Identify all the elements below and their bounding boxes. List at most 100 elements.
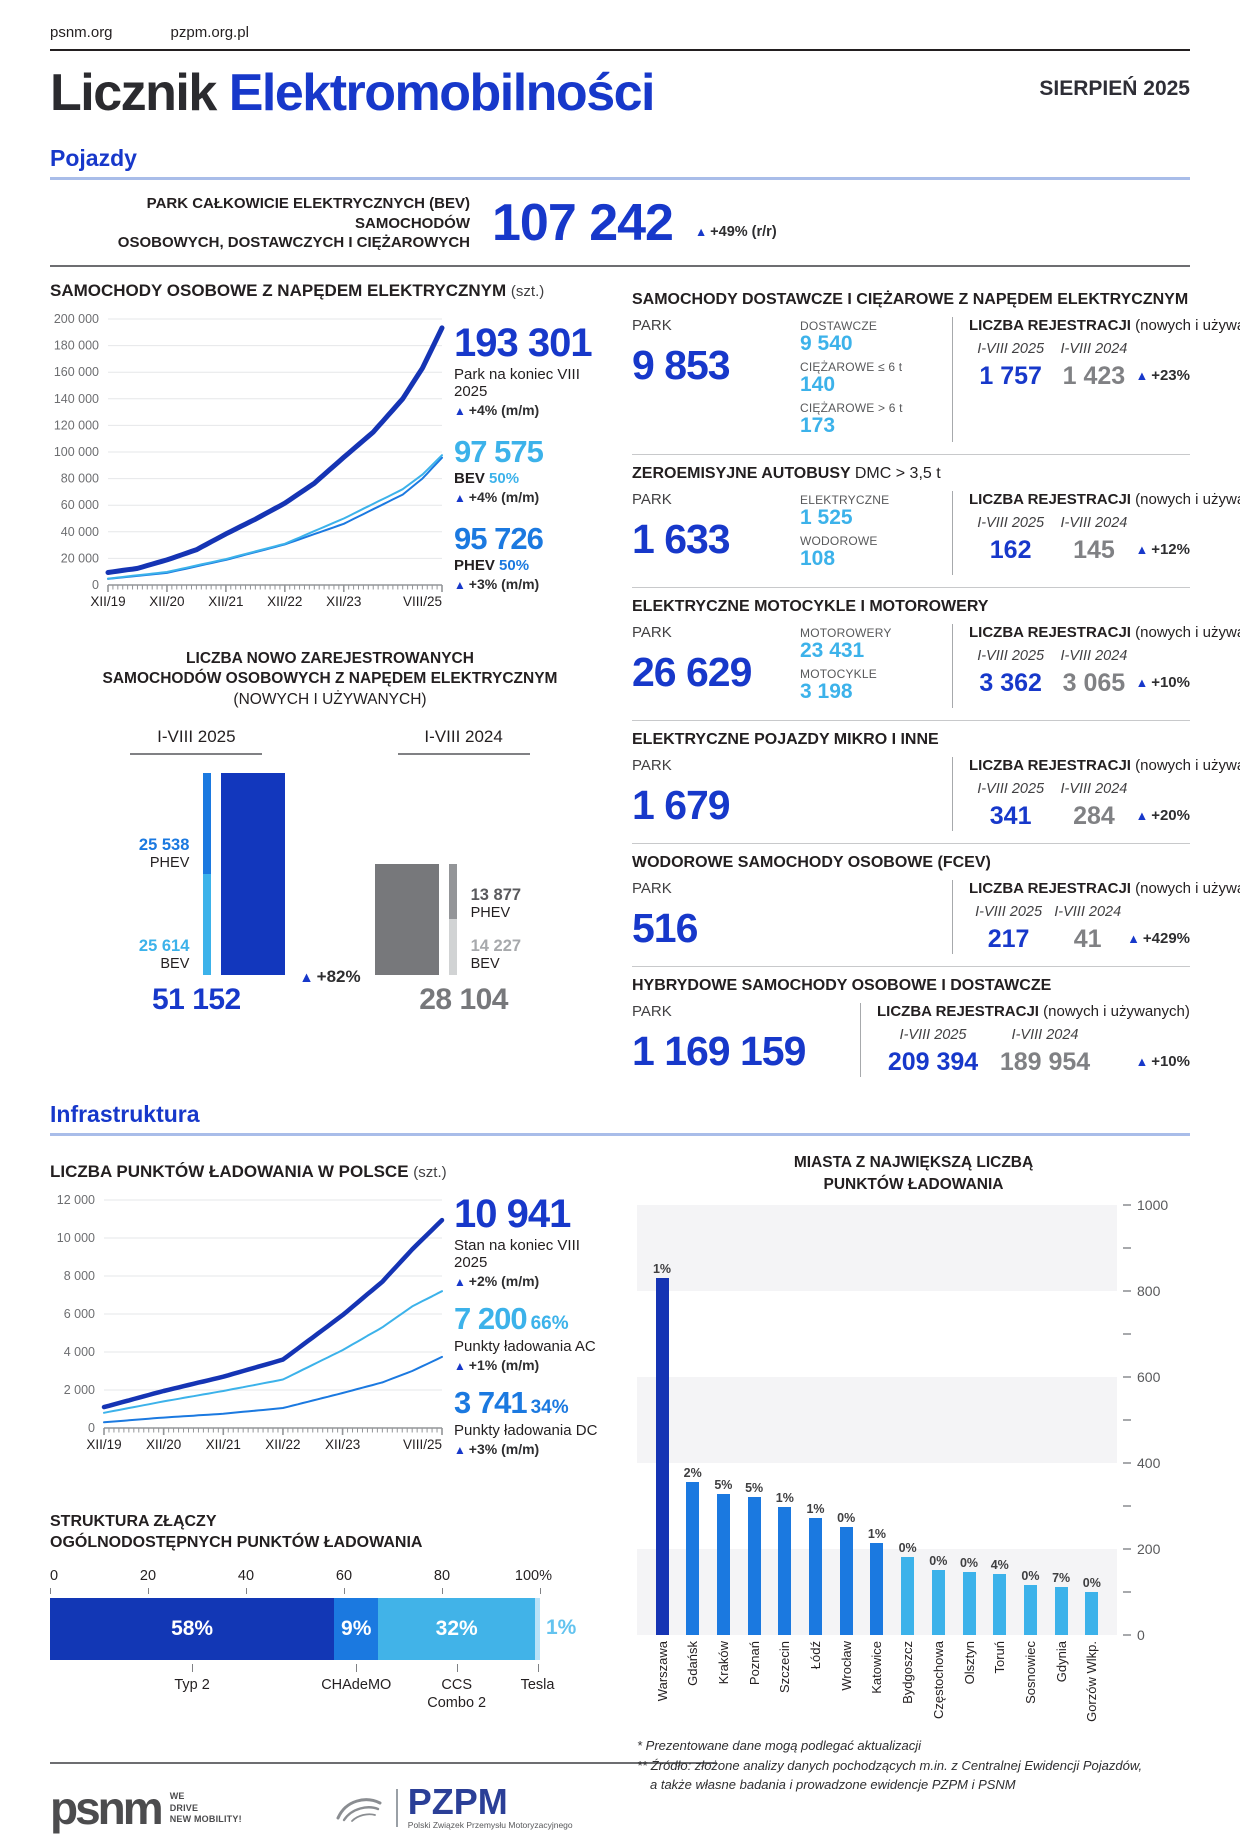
city-name-label: Bydgoszcz <box>900 1641 916 1705</box>
city-growth-label: 0% <box>959 1556 979 1571</box>
connectors-stacked-bar: 0 20 40 60 80 100% 58% 9% 32% 1% Typ 2 CHAdeMO CC… <box>50 1568 576 1722</box>
connectors-axis: 0 20 40 60 80 100% <box>50 1568 552 1598</box>
city-growth-label: 0% <box>1021 1569 1040 1584</box>
axis-tick <box>1123 1376 1131 1378</box>
city-name-label: Poznań <box>746 1641 762 1686</box>
axis-tick-label: 400 <box>1137 1455 1161 1472</box>
city-bar-group: 0% <box>835 1511 857 1636</box>
svg-text:0: 0 <box>92 578 99 592</box>
up-triangle-icon: ▲ <box>694 225 708 240</box>
section-underline <box>50 177 1190 180</box>
svg-text:80 000: 80 000 <box>61 471 99 485</box>
city-bar <box>962 1572 976 1636</box>
svg-text:XII/19: XII/19 <box>86 1437 121 1452</box>
axis-tick-label: 60 <box>335 1568 353 1585</box>
city-bar <box>1054 1587 1068 1636</box>
city-growth-label: 5% <box>745 1481 764 1496</box>
svg-text:VIII/25: VIII/25 <box>403 594 442 609</box>
pzpm-logo: PZPM Polski Związek Przemysłu Motoryzacy… <box>332 1783 573 1830</box>
page-title: Licznik Elektromobilności <box>50 64 655 122</box>
section-vehicles: Pojazdy <box>50 145 1190 180</box>
stat-block-hybrids: HYBRYDOWE SAMOCHODY OSOBOWE I DOSTAWCZE … <box>632 965 1190 1089</box>
axis-tick <box>1123 1505 1131 1507</box>
svg-text:160 000: 160 000 <box>54 365 99 379</box>
city-bar <box>716 1494 730 1636</box>
section-infrastructure-title: Infrastruktura <box>50 1100 200 1127</box>
label-tick <box>192 1664 194 1673</box>
page-title-dark: Licznik <box>50 64 217 122</box>
city-name-label: Katowice <box>869 1641 885 1694</box>
city-bar-group: 5% <box>712 1478 734 1636</box>
connector-label: Tesla <box>520 1677 555 1694</box>
tesla-percent-label: 1% <box>546 1616 577 1640</box>
svg-text:100 000: 100 000 <box>54 445 99 459</box>
city-growth-label: 0% <box>1082 1576 1101 1591</box>
city-bar-group: 0% <box>958 1556 980 1636</box>
stat-blocks-column: SAMOCHODY DOSTAWCZE I CIĘŻAROWE Z NAPĘDE… <box>632 281 1240 1089</box>
connector-label: CCS Combo 2 <box>427 1677 487 1712</box>
axis-tick-label: 1000 <box>1137 1197 1169 1214</box>
axis-tick <box>1123 1204 1131 1206</box>
city-name-label: Warszawa <box>654 1641 670 1702</box>
connectors-labels: Typ 2 CHAdeMO CCS Combo 2 Tesla <box>50 1664 554 1722</box>
ev-bev-stat: 97 575 BEV 50% ▲ +4% (m/m) <box>454 433 544 505</box>
divider <box>952 316 953 442</box>
registrations-2025-bar <box>221 773 286 976</box>
charging-chart-title: LICZBA PUNKTÓW ŁADOWANIA W POLSCE (szt.) <box>50 1161 447 1181</box>
city-bar <box>747 1497 761 1636</box>
delta: ▲ +23% <box>1135 366 1190 384</box>
delta: ▲ +12% <box>1135 540 1190 558</box>
divider <box>952 623 953 708</box>
city-name-label: Częstochowa <box>930 1641 946 1720</box>
city-name-label: Toruń <box>992 1641 1008 1674</box>
svg-text:200 000: 200 000 <box>54 312 99 326</box>
city-bar <box>870 1543 884 1636</box>
cities-plot: 1% 2% 5% 5% 1% 1% 0% 1% 0% 0% 0% 4% 0% 7% 0% <box>637 1205 1117 1636</box>
city-growth-label: 0% <box>898 1541 917 1556</box>
axis-tick-label: 0 <box>1137 1627 1145 1644</box>
city-bar-group: 1% <box>805 1502 827 1636</box>
city-name-label: Szczecin <box>777 1641 793 1694</box>
axis-tick <box>442 1588 443 1595</box>
axis-tick <box>1123 1247 1131 1249</box>
period-2025-header: I-VIII 2025 <box>130 727 263 756</box>
charging-ac-stat: 7 200 66% Punkty ładowania AC ▲ +1% (m/m) <box>454 1300 596 1373</box>
svg-text:20 000: 20 000 <box>61 551 99 565</box>
registrations-2024-bar <box>374 864 439 976</box>
park-value: 1 169 159 <box>632 1027 806 1074</box>
connector-label: CHAdeMO <box>321 1677 392 1694</box>
city-bar-group: 1% <box>651 1262 673 1636</box>
city-bar-group: 4% <box>989 1558 1011 1636</box>
registrations-bar-chart: I-VIII 2025 25 538 PHEV 25 614 BEV 51 152 … <box>50 727 610 1017</box>
psnm-logo: psnm WE DRIVE NEW MOBILITY! <box>50 1781 242 1834</box>
link-pzpm[interactable]: pzpm.org.pl <box>170 24 249 41</box>
link-psnm[interactable]: psnm.org <box>50 24 113 41</box>
axis-tick <box>540 1588 541 1595</box>
up-triangle-icon: ▲ <box>1135 807 1149 823</box>
city-bar <box>931 1570 945 1636</box>
city-growth-label: 1% <box>775 1491 794 1506</box>
svg-text:VIII/25: VIII/25 <box>403 1437 442 1452</box>
connector-segment-chademo: 9% <box>334 1598 379 1661</box>
registrations-2025-total: 51 152 <box>151 983 241 1017</box>
svg-text:XII/19: XII/19 <box>90 594 125 609</box>
park-value: 516 <box>632 904 698 951</box>
svg-text:10 000: 10 000 <box>57 1231 95 1245</box>
section-vehicles-title: Pojazdy <box>50 145 137 171</box>
ev-line-chart: 0 20 000 40 000 60 000 80 000 100 000 120 000 1… <box>54 312 445 609</box>
axis-tick <box>1123 1290 1131 1292</box>
city-bar-group: 1% <box>774 1491 796 1636</box>
divider <box>952 756 953 831</box>
delta: ▲ +429% <box>1127 929 1190 947</box>
city-bar <box>809 1518 823 1636</box>
axis-tick <box>246 1588 247 1595</box>
city-bar <box>1023 1585 1037 1636</box>
svg-text:0: 0 <box>88 1421 95 1435</box>
registrations-delta: ▲ +82% <box>299 967 361 987</box>
park-value: 26 629 <box>632 648 752 695</box>
city-bar-group: 0% <box>1081 1576 1103 1636</box>
stat-block-buses: ZEROEMISYJNE AUTOBUSY DMC > 3,5 t PARK 1 … <box>632 453 1240 587</box>
up-triangle-icon: ▲ <box>454 577 466 592</box>
city-bar-group: 5% <box>743 1481 765 1636</box>
svg-text:XII/20: XII/20 <box>149 594 184 609</box>
